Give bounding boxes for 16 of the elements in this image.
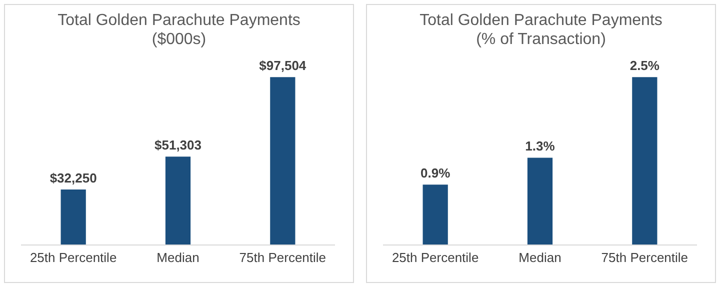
- chart-title: Total Golden Parachute Payments: [418, 11, 664, 30]
- data-label: $32,250: [50, 170, 97, 186]
- data-label: $97,504: [259, 58, 307, 74]
- chart-title: Total Golden Parachute Payments: [56, 11, 302, 30]
- x-tick-label: Median: [156, 250, 200, 266]
- x-tick-label: Median: [518, 250, 562, 266]
- data-label: 0.9%: [420, 166, 451, 181]
- x-tick-label: 75th Percentile: [601, 250, 688, 266]
- data-label: 1.3%: [525, 138, 556, 154]
- chart-subtitle: ($000s): [150, 30, 208, 49]
- x-tick-label: 75th Percentile: [239, 250, 326, 266]
- data-label: 2.5%: [630, 58, 660, 74]
- chart-subtitle: (% of Transaction): [475, 30, 607, 49]
- data-label: $51,303: [154, 138, 202, 153]
- x-tick-label: 25th Percentile: [392, 250, 479, 266]
- x-tick-label: 25th Percentile: [30, 250, 117, 266]
